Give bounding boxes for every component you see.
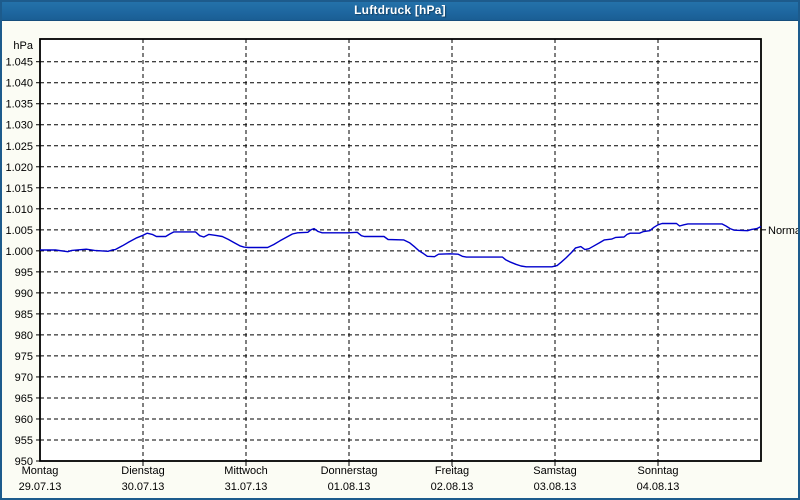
window-title: Luftdruck [hPa] [354,3,446,17]
y-axis-tick-label: 985 [15,309,33,321]
y-axis-tick-label: 1.015 [5,183,33,195]
y-axis-tick-label: 1.005 [5,225,33,237]
y-axis-tick-label: 1.020 [5,162,33,174]
y-axis-tick-label: 990 [15,288,33,300]
normal-marker-label: Normal [768,225,800,237]
window-titlebar[interactable]: Luftdruck [hPa] [0,0,800,21]
y-axis-tick-label: 1.030 [5,120,33,132]
y-axis-tick-label: 975 [15,351,33,363]
x-axis-date-label: 29.07.13 [19,481,62,493]
y-axis-tick-label: 950 [15,456,33,468]
x-axis-date-label: 04.08.13 [637,481,680,493]
x-axis-date-label: 03.08.13 [534,481,577,493]
y-axis-tick-label: 960 [15,414,33,426]
x-axis-date-label: 31.07.13 [225,481,268,493]
x-axis-day-label: Montag [22,465,59,477]
plot-background [40,39,761,461]
y-axis-tick-label: 1.025 [5,141,33,153]
y-axis-tick-label: 965 [15,393,33,405]
x-axis-date-label: 30.07.13 [122,481,165,493]
y-axis-tick-label: 980 [15,330,33,342]
x-axis-date-label: 02.08.13 [431,481,474,493]
y-axis-unit-label: hPa [13,40,33,52]
y-axis-tick-label: 995 [15,267,33,279]
y-axis-tick-label: 1.000 [5,246,33,258]
x-axis-day-label: Mittwoch [224,465,267,477]
pressure-series-line [40,222,762,268]
y-axis-tick-label: 970 [15,372,33,384]
x-axis-day-label: Dienstag [121,465,164,477]
x-axis-day-label: Donnerstag [321,465,378,477]
y-axis-tick-label: 1.045 [5,57,33,69]
y-axis-tick-label: 1.035 [5,99,33,111]
y-axis-tick-label: 955 [15,435,33,447]
x-axis-day-label: Freitag [435,465,469,477]
x-axis-day-label: Samstag [533,465,576,477]
x-axis-date-label: 01.08.13 [328,481,371,493]
y-axis-tick-label: 1.010 [5,204,33,216]
y-axis-tick-label: 1.040 [5,78,33,90]
x-axis-day-label: Sonntag [638,465,679,477]
